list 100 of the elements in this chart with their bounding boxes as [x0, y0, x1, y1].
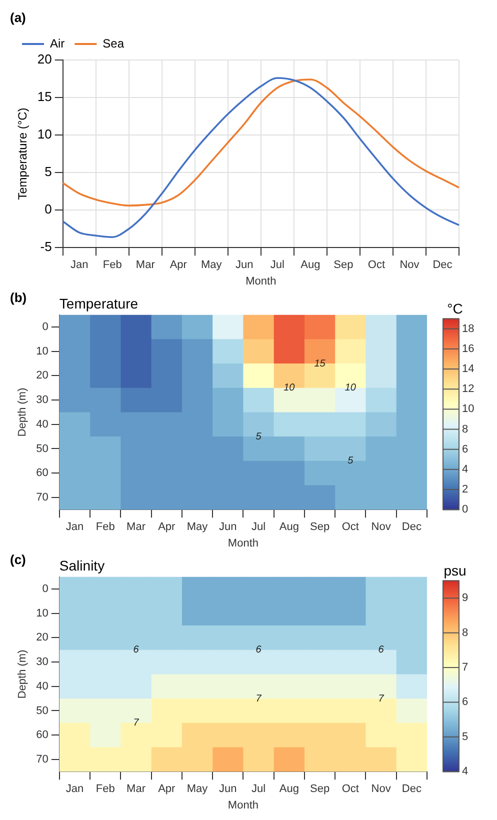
x-tick-label: Sep [310, 783, 330, 796]
color-bar-label: 4 [462, 766, 468, 778]
y-tick-label: 10 [36, 345, 48, 358]
legend-label: Sea [102, 36, 124, 50]
x-tick-label: Sep [334, 259, 354, 272]
x-tick-label: Aug [279, 521, 299, 534]
y-axis-title: Temperature (°C) [16, 108, 30, 200]
color-bar-title: °C [447, 300, 463, 317]
color-bar-label: 14 [462, 363, 474, 376]
y-tick-label: -5 [40, 239, 52, 254]
color-bar-label: 8 [462, 423, 468, 436]
y-tick-label: 0 [42, 583, 48, 596]
x-axis-title: Month [228, 537, 259, 550]
y-tick-label: 20 [36, 632, 48, 644]
annotation: 6 [256, 644, 262, 656]
x-tick-label: Jul [252, 783, 266, 796]
annotation: 5 [348, 456, 354, 467]
x-tick-label: Feb [96, 783, 115, 796]
x-tick-label: Mar [126, 521, 146, 534]
legend-label: Air [50, 36, 65, 50]
color-bar-label: 5 [462, 730, 468, 743]
line-series [62, 78, 460, 206]
annotation: 7 [256, 693, 262, 704]
color-bar-label: 8 [462, 626, 468, 639]
y-tick-label: 50 [36, 704, 48, 717]
x-axis-title: Month [228, 799, 259, 812]
color-bar-label: 6 [462, 696, 468, 708]
y-tick-label: 5 [44, 164, 52, 180]
y-tick-label: 60 [36, 467, 48, 480]
annotation: 10 [344, 382, 356, 394]
text: (b) [10, 290, 27, 306]
chart-title: Temperature [59, 295, 138, 312]
color-bar-label: 2 [462, 484, 468, 496]
x-tick-label: Aug [279, 783, 299, 796]
color-bar-label: 4 [462, 463, 468, 476]
color-bar-label: 7 [462, 662, 468, 674]
color-bar-label: 12 [462, 383, 474, 396]
y-tick-label: 30 [36, 656, 48, 668]
y-tick-label: 30 [36, 394, 48, 406]
annotation: 7 [133, 718, 140, 729]
x-tick-label: Nov [400, 259, 420, 272]
x-tick-label: Apr [158, 783, 176, 796]
color-bar-label: 6 [462, 443, 468, 456]
x-tick-label: Dec [402, 521, 422, 534]
y-tick-label: 60 [36, 729, 48, 742]
x-tick-label: Apr [170, 259, 188, 272]
x-tick-label: Jun [236, 259, 254, 272]
y-tick-label: 10 [37, 126, 52, 142]
x-tick-label: Mar [126, 783, 146, 796]
x-tick-label: Jun [219, 783, 237, 796]
x-tick-label: Jan [66, 521, 84, 534]
x-tick-label: Aug [300, 259, 320, 272]
y-tick-label: 70 [36, 753, 48, 766]
chart-title: Salinity [59, 557, 105, 574]
x-tick-label: Nov [371, 783, 392, 796]
y-axis-title: Depth (m) [16, 388, 29, 437]
x-tick-label: Apr [158, 521, 176, 534]
text: (a) [10, 10, 26, 26]
x-tick-label: Jul [252, 521, 266, 534]
x-tick-label: Oct [368, 259, 386, 272]
x-tick-label: Mar [136, 259, 156, 272]
color-bar-title: psu [444, 562, 466, 579]
y-tick-label: 0 [44, 202, 52, 217]
annotation: 6 [133, 644, 140, 656]
x-tick-label: Jan [66, 783, 84, 796]
y-tick-label: 50 [36, 442, 48, 455]
annotation: 6 [378, 644, 384, 656]
y-tick-label: 40 [36, 418, 48, 430]
y-tick-label: 20 [36, 370, 48, 382]
x-tick-label: Nov [371, 521, 392, 534]
annotation: 15 [314, 358, 326, 370]
x-tick-label: Jun [219, 521, 237, 534]
color-bar-label: 0 [462, 504, 468, 516]
y-tick-label: 10 [36, 607, 48, 620]
x-tick-label: Feb [102, 259, 122, 272]
y-tick-label: 70 [36, 491, 48, 504]
y-tick-label: 40 [36, 680, 48, 692]
color-bar-label: 16 [462, 342, 474, 355]
color-bar-label: 10 [462, 403, 474, 416]
x-tick-label: May [186, 783, 208, 796]
annotation: 10 [284, 382, 296, 394]
x-tick-label: May [186, 521, 208, 534]
annotation: 5 [256, 431, 262, 442]
x-tick-label: Feb [96, 521, 115, 534]
x-tick-label: Jul [270, 259, 284, 272]
y-tick-label: 15 [37, 89, 52, 104]
x-tick-label: Oct [342, 783, 359, 796]
x-tick-label: Jan [70, 259, 88, 272]
x-tick-label: Oct [342, 521, 359, 534]
annotation: 7 [378, 693, 384, 704]
x-tick-label: Dec [402, 783, 422, 796]
color-bar-label: 18 [462, 322, 474, 335]
y-tick-label: 20 [37, 52, 52, 67]
x-tick-label: May [201, 259, 222, 272]
line-series [62, 77, 460, 238]
color-bar-label: 9 [462, 592, 468, 604]
y-axis-title: Depth (m) [16, 650, 29, 699]
y-tick-label: 0 [42, 321, 48, 334]
x-tick-label: Dec [432, 259, 453, 272]
x-tick-label: Sep [310, 521, 330, 534]
